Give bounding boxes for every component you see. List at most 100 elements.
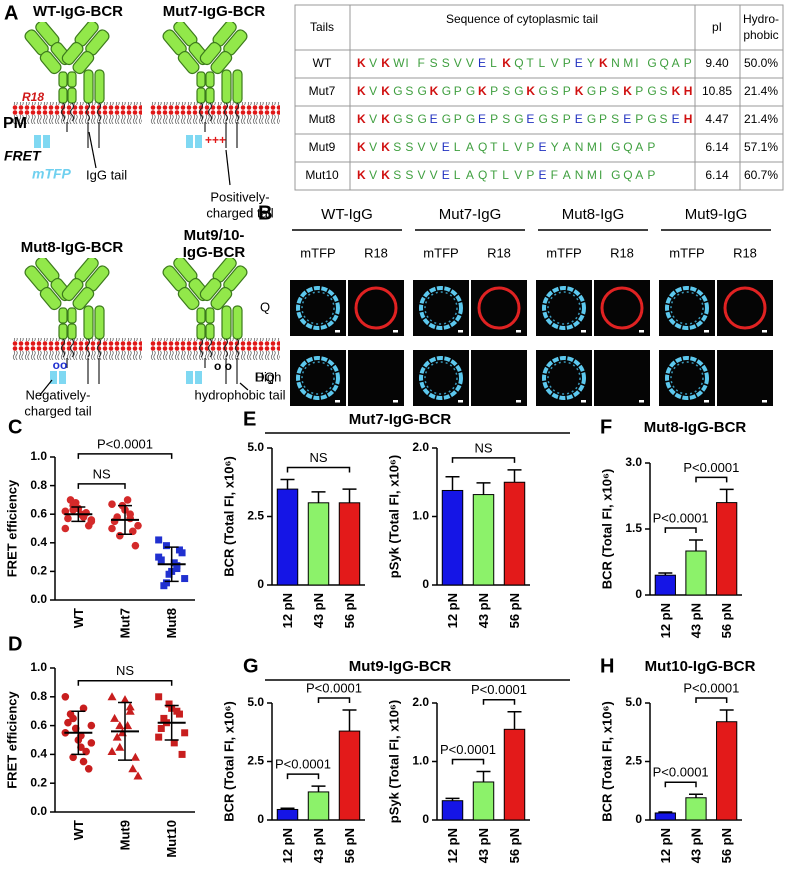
- bar: [441, 489, 464, 586]
- data-point: [107, 692, 117, 701]
- table-cell: 57.1%: [744, 140, 778, 154]
- error-bar: [507, 711, 522, 730]
- pm-label: PM: [3, 115, 27, 132]
- data-point: [79, 704, 88, 713]
- significance-label: NS: [116, 663, 134, 678]
- significance-label: P<0.0001: [97, 436, 153, 451]
- mtfp-box: [186, 371, 193, 384]
- x-tick-label: Mut8: [164, 608, 179, 638]
- bar: [716, 721, 738, 821]
- x-tick-label: Mut10: [164, 820, 179, 858]
- data-point: [125, 706, 135, 715]
- micrograph: [348, 350, 404, 406]
- data-point: [79, 757, 88, 766]
- panel-label: A: [4, 2, 18, 24]
- micrograph: [717, 350, 773, 406]
- bcr-cartoon: [12, 255, 142, 384]
- y-tick-label: 0.2: [30, 564, 47, 578]
- y-axis-label: BCR (Total FI, x10⁶): [221, 456, 236, 577]
- significance-bracket: [451, 758, 485, 765]
- y-tick-label: 0.0: [30, 592, 47, 606]
- tail-label: High: [255, 369, 282, 384]
- sequence: K V K G S G K G P G K P S G K G S P K G …: [357, 84, 692, 98]
- error-bar: [689, 539, 703, 551]
- y-tick-label: 0: [257, 812, 264, 826]
- error-bar: [476, 482, 491, 495]
- channel-label: mTFP: [423, 245, 458, 260]
- bar: [472, 494, 495, 586]
- data-point: [165, 570, 173, 578]
- significance-label: NS: [309, 450, 327, 465]
- x-tick-label: 12 pN: [658, 603, 673, 638]
- channel-label: mTFP: [546, 245, 581, 260]
- panel-label: D: [8, 633, 22, 655]
- bar: [503, 481, 526, 586]
- micrograph: [536, 280, 592, 336]
- significance-label: P<0.0001: [440, 742, 496, 757]
- table-cell: WT: [313, 56, 332, 70]
- significance-bracket: [317, 697, 351, 704]
- micrograph: [594, 280, 650, 336]
- construct-label: IgG-BCR: [183, 244, 246, 261]
- error-bar: [658, 572, 673, 576]
- table-cell: 10.85: [702, 84, 732, 98]
- data-point: [155, 733, 163, 741]
- significance-label: P<0.0001: [683, 680, 739, 695]
- data-point: [128, 764, 138, 773]
- data-point: [112, 732, 122, 741]
- table-cell: Mut8: [309, 112, 336, 126]
- micrograph: [471, 350, 527, 406]
- chart-title: Mut10-IgG-BCR: [645, 658, 756, 675]
- y-tick-label: 1.0: [412, 509, 429, 523]
- table-header: Sequence of cytoplasmic tail: [446, 12, 598, 26]
- panel-b: B Q DQ: [255, 202, 773, 406]
- y-tick-label: 0: [635, 587, 642, 601]
- y-tick-label: 0.4: [30, 535, 47, 549]
- x-tick-label: 43 pN: [689, 603, 704, 638]
- tail-label: hydrophobic tail: [194, 387, 285, 402]
- x-tick-label: 56 pN: [719, 603, 734, 638]
- error-bar: [311, 785, 326, 792]
- bar: [276, 488, 299, 586]
- error-bar: [280, 478, 295, 490]
- data-point: [64, 514, 72, 523]
- data-point: [61, 693, 70, 701]
- data-point: [131, 541, 140, 550]
- data-point: [173, 562, 181, 570]
- y-tick-label: 0: [635, 812, 642, 826]
- y-tick-label: 5.0: [625, 695, 642, 709]
- significance-bracket: [664, 781, 697, 788]
- mtfp-box: [186, 135, 193, 148]
- data-point: [61, 524, 70, 533]
- table-cell: 21.4%: [744, 84, 778, 98]
- x-tick-label: 56 pN: [342, 593, 357, 628]
- y-tick-label: 0: [422, 812, 429, 826]
- y-tick-label: 0.2: [30, 775, 47, 789]
- y-axis-label: BCR (Total FI, x10⁶): [599, 469, 614, 590]
- y-tick-label: 1.5: [625, 521, 642, 535]
- panel-label: C: [8, 416, 22, 438]
- x-tick-label: WT: [71, 608, 86, 628]
- y-tick-label: 2.5: [247, 754, 264, 768]
- fret-label: FRET: [4, 148, 42, 164]
- bar: [685, 550, 707, 596]
- x-tick-label: 43 pN: [689, 828, 704, 863]
- bcr-cartoon: [12, 19, 142, 148]
- sequence: K V K S S V V E L A Q T L V P E F A N M …: [357, 168, 655, 182]
- significance-bracket: [695, 476, 728, 483]
- mtfp-box: [195, 371, 202, 384]
- data-point: [107, 747, 117, 756]
- data-point: [110, 517, 119, 526]
- error-bar: [507, 469, 522, 483]
- data-point: [157, 556, 165, 564]
- table-header: phobic: [743, 28, 778, 42]
- x-tick-label: 43 pN: [311, 828, 326, 863]
- data-point: [69, 506, 77, 514]
- mtfp-box: [43, 135, 50, 148]
- significance-bracket: [77, 483, 126, 489]
- data-point: [82, 747, 90, 756]
- mtfp-label: mTFP: [32, 166, 72, 182]
- y-tick-label: 5.0: [247, 440, 264, 454]
- x-tick-label: 12 pN: [658, 828, 673, 863]
- data-point: [87, 721, 96, 730]
